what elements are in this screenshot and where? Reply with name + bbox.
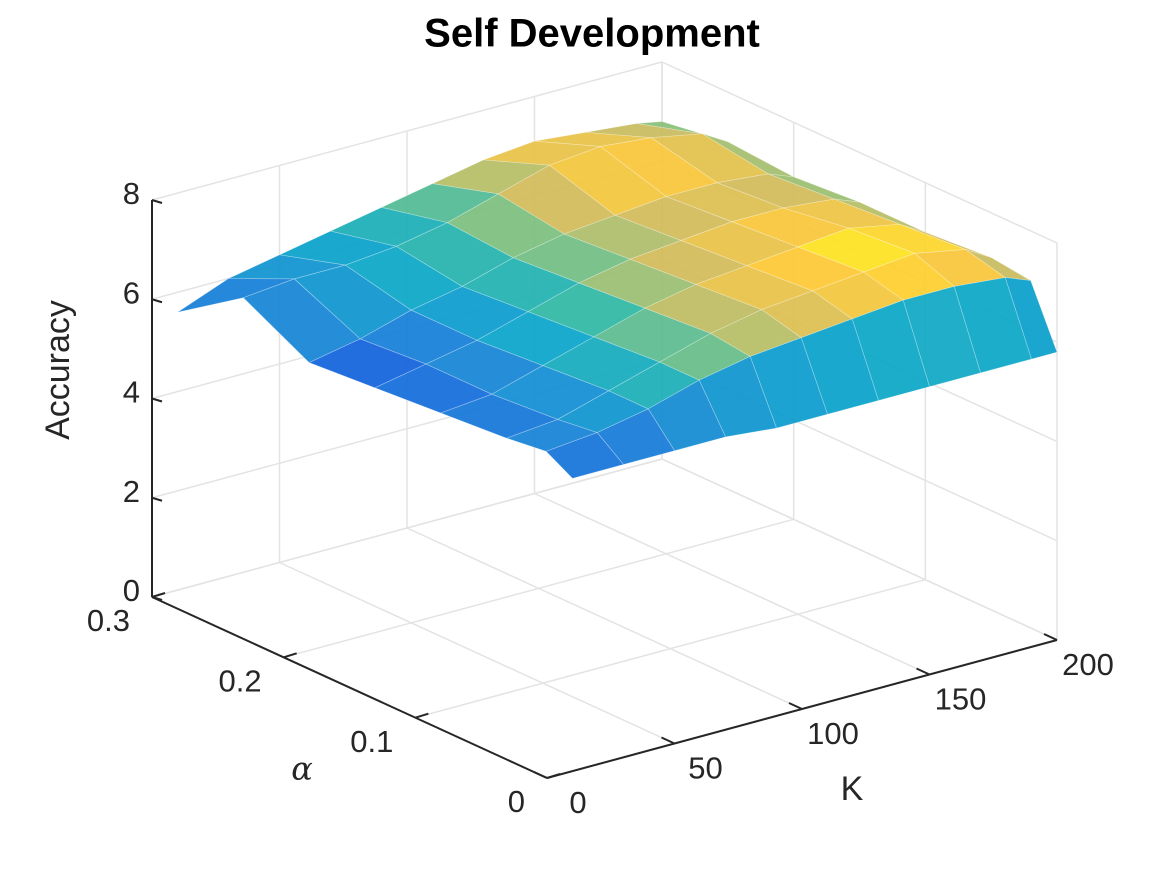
surface [177, 121, 1058, 479]
x-axis-label: K [841, 770, 864, 808]
surface-patch [545, 432, 625, 479]
surface-patch [563, 214, 682, 260]
y-tick-label: 0.1 [350, 724, 393, 759]
z-tick-label: 2 [123, 474, 140, 509]
z-tick [151, 596, 163, 601]
surface-patch [650, 133, 770, 184]
x-tick [788, 702, 803, 710]
grid-line [151, 61, 663, 201]
y-axis-label: α [291, 750, 313, 788]
surface-patch [953, 277, 1032, 374]
surface-patch [596, 408, 676, 465]
z-tick-label: 6 [123, 275, 140, 310]
z-tick [151, 199, 163, 204]
surface-patch [439, 393, 559, 439]
z-axis-label: Accuracy [39, 300, 77, 440]
y-tick [283, 652, 297, 659]
y-tick-label: 0.3 [87, 603, 130, 638]
grid-line [534, 492, 930, 676]
chart-title: Self Development [424, 12, 760, 56]
surface-patch [431, 159, 551, 195]
y-tick [415, 712, 429, 719]
surface-patch [833, 198, 926, 233]
y-tick-label: 0 [508, 784, 525, 819]
z-tick-label: 4 [123, 375, 140, 410]
surface-patch [242, 278, 361, 364]
x-tick [533, 771, 548, 779]
y-tick [151, 592, 166, 598]
x-tick-label: 0 [569, 785, 586, 820]
grid-line [406, 527, 803, 710]
grid-line [279, 561, 675, 745]
x-tick [916, 667, 930, 676]
surface-patch [636, 121, 728, 143]
surface-patch [578, 258, 697, 309]
surface-patch [446, 193, 565, 259]
surface-patch [556, 390, 650, 433]
z-tick [151, 397, 163, 403]
grid-line [415, 578, 926, 719]
z-tick [151, 298, 163, 304]
x-tick-label: 100 [807, 716, 859, 751]
y-tick-label: 0.2 [219, 664, 262, 699]
x-tick [661, 736, 675, 745]
x-tick-label: 200 [1062, 647, 1114, 682]
z-tick-label: 8 [123, 176, 140, 211]
x-tick-label: 150 [935, 682, 987, 717]
z-tick [151, 496, 163, 502]
x-tick-label: 50 [688, 751, 722, 786]
grid-line [661, 61, 1058, 244]
surface-patch [374, 363, 493, 414]
surface-patch [811, 271, 904, 320]
grid-line [151, 458, 663, 598]
x-tick [1043, 633, 1058, 641]
grid-line [283, 518, 794, 659]
y-tick [546, 773, 561, 779]
z-tick-label: 0 [123, 573, 140, 608]
grid-line [661, 458, 1058, 641]
surface-patch [308, 338, 427, 389]
surface-patch [177, 278, 295, 313]
y-axis-line [151, 596, 548, 779]
